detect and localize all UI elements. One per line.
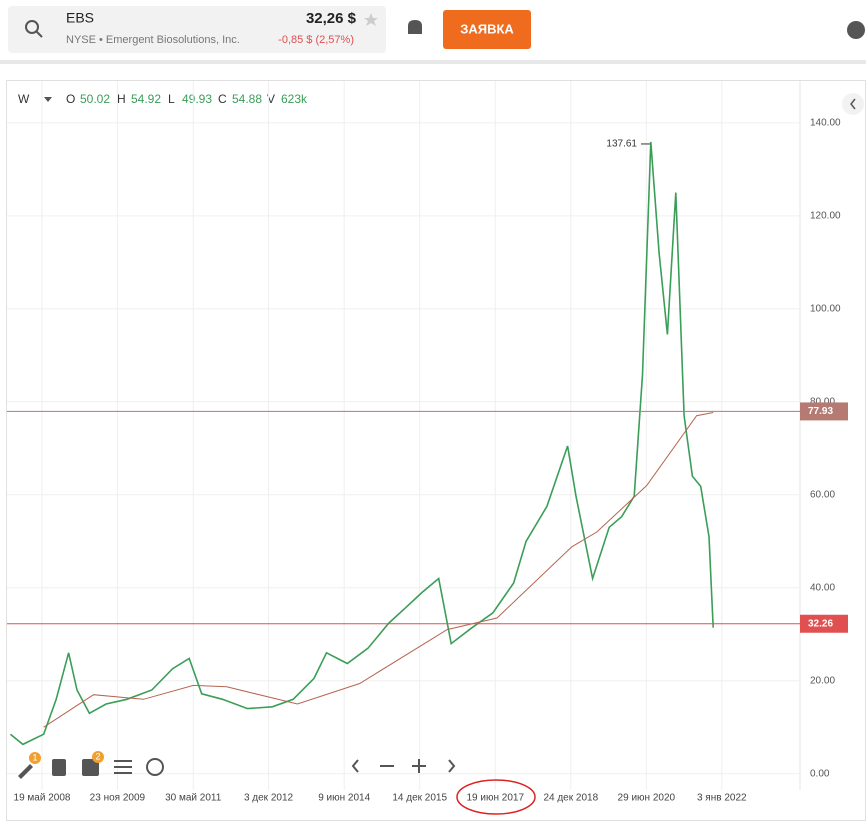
search-box[interactable]	[8, 6, 386, 53]
order-button-label[interactable]: ЗАЯВКА	[460, 21, 514, 36]
y-tick-label: 140.00	[810, 117, 841, 128]
change: -0,85 $ (2,57%)	[278, 34, 354, 46]
list-icon[interactable]	[52, 759, 66, 776]
profile-icon[interactable]	[847, 21, 865, 39]
price-line	[43, 412, 714, 728]
price-line	[9, 141, 714, 746]
x-tick-label: 3 янв 2022	[697, 793, 747, 804]
price: 32,26 $	[306, 10, 357, 27]
y-tick-label: 100.00	[810, 303, 841, 314]
settings-icon[interactable]	[114, 772, 132, 774]
legend-interval: W	[18, 92, 30, 106]
x-tick-label: 30 май 2011	[165, 793, 222, 804]
legend-low: 49.93	[182, 92, 212, 106]
indicator-icon[interactable]	[82, 759, 99, 776]
x-tick-label: 23 ноя 2009	[90, 793, 146, 804]
nav-left[interactable]	[351, 759, 359, 773]
search-icon	[25, 20, 39, 34]
alert-icon[interactable]	[408, 20, 422, 34]
legend-volume: 623k	[281, 92, 308, 106]
star-icon[interactable]	[364, 13, 378, 26]
legend-close-label: C	[218, 92, 227, 106]
peak-label: 137.61	[606, 139, 637, 150]
x-tick-label: 29 июн 2020	[618, 793, 676, 804]
collapse-icon	[850, 98, 856, 110]
badge-label: 1	[32, 752, 37, 762]
interval-dropdown[interactable]	[44, 97, 52, 102]
legend-close: 54.88	[232, 92, 262, 106]
top-bar-shadow	[0, 60, 866, 64]
ticker: EBS	[66, 10, 94, 26]
badge	[29, 752, 41, 764]
y-tick-label: 40.00	[810, 582, 835, 593]
level-tag	[800, 614, 848, 633]
level-label: 32.26	[808, 618, 833, 629]
x-tick-label: 19 июн 2017	[466, 793, 524, 804]
collapse-button[interactable]	[842, 93, 864, 115]
reset-icon[interactable]	[146, 758, 164, 776]
badge	[92, 751, 104, 763]
draw-icon[interactable]	[18, 764, 33, 779]
y-tick-label: 120.00	[810, 210, 841, 221]
nav-right[interactable]	[448, 759, 456, 773]
legend-low-label: L	[168, 92, 175, 106]
hand-drawn-circle	[456, 779, 536, 815]
y-tick-label: 80.00	[810, 396, 835, 407]
level-label: 77.93	[808, 406, 833, 417]
search-icon	[35, 30, 43, 38]
badge-label: 2	[95, 751, 100, 761]
order-button[interactable]	[443, 10, 531, 49]
chart-panel	[6, 80, 866, 821]
x-tick-label: 14 дек 2015	[392, 793, 447, 804]
legend-open-label: O	[66, 92, 75, 106]
settings-icon[interactable]	[114, 760, 132, 762]
x-tick-label: 24 дек 2018	[543, 793, 598, 804]
level-tag	[800, 402, 848, 421]
legend-high: 54.92	[131, 92, 161, 106]
legend-open: 50.02	[80, 92, 110, 106]
legend-volume-label: V	[267, 92, 275, 106]
legend-high-label: H	[117, 92, 126, 106]
settings-icon[interactable]	[114, 766, 132, 768]
x-tick-label: 9 июн 2014	[318, 793, 370, 804]
y-tick-label: 60.00	[810, 489, 835, 500]
subtitle: NYSE • Emergent Biosolutions, Inc.	[66, 34, 240, 46]
y-tick-label: 0.00	[810, 768, 830, 779]
x-tick-label: 19 май 2008	[14, 793, 71, 804]
y-tick-label: 20.00	[810, 675, 835, 686]
nav-controls	[351, 759, 456, 773]
x-tick-label: 3 дек 2012	[244, 793, 294, 804]
toolbar	[18, 751, 164, 779]
